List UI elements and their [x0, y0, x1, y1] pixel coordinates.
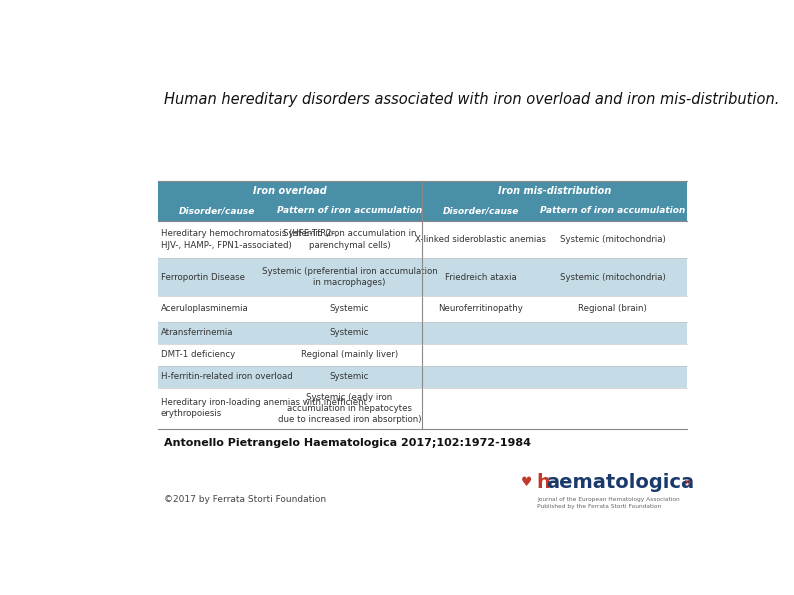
Text: Hereditary hemochromatosis (HFE-TfR2-,
HJV-, HAMP-, FPN1-associated): Hereditary hemochromatosis (HFE-TfR2-, H… — [160, 230, 337, 249]
Text: Regional (brain): Regional (brain) — [579, 304, 647, 313]
Text: Human hereditary disorders associated with iron overload and iron mis-distributi: Human hereditary disorders associated wi… — [164, 92, 779, 107]
Bar — [158, 365, 687, 387]
Text: Ferroportin Disease: Ferroportin Disease — [160, 273, 245, 281]
Text: Systemic (mitochondria): Systemic (mitochondria) — [560, 235, 665, 244]
Text: Systemic (mitochondria): Systemic (mitochondria) — [560, 273, 665, 281]
Text: Friedreich ataxia: Friedreich ataxia — [445, 273, 516, 281]
Text: Regional (mainly liver): Regional (mainly liver) — [301, 350, 398, 359]
Text: Disorder/cause: Disorder/cause — [179, 206, 256, 215]
Text: Aceruloplasminemia: Aceruloplasminemia — [160, 304, 249, 313]
Bar — [158, 296, 687, 321]
Text: Disorder/cause: Disorder/cause — [442, 206, 518, 215]
Bar — [158, 258, 687, 296]
Text: aematologica: aematologica — [546, 473, 695, 492]
Text: Iron mis-distribution: Iron mis-distribution — [498, 186, 611, 196]
Text: Systemic: Systemic — [330, 372, 369, 381]
Text: Neuroferritinopathy: Neuroferritinopathy — [438, 304, 523, 313]
Bar — [158, 221, 687, 258]
Text: H-ferritin-related iron overload: H-ferritin-related iron overload — [160, 372, 292, 381]
Bar — [158, 321, 687, 343]
Text: Systemic (early iron
accumulation in hepatocytes
due to increased iron absorptio: Systemic (early iron accumulation in hep… — [278, 393, 422, 424]
Text: ♥: ♥ — [521, 476, 532, 489]
Text: ©2017 by Ferrata Storti Foundation: ©2017 by Ferrata Storti Foundation — [164, 496, 326, 505]
Text: Antonello Pietrangelo Haematologica 2017;102:1972-1984: Antonello Pietrangelo Haematologica 2017… — [164, 438, 531, 448]
Text: Systemic: Systemic — [330, 304, 369, 313]
Text: DMT-1 deficiency: DMT-1 deficiency — [160, 350, 235, 359]
Text: Pattern of iron accumulation: Pattern of iron accumulation — [277, 206, 422, 215]
Text: Journal of the European Hematology Association
Published by the Ferrata Storti F: Journal of the European Hematology Assoc… — [537, 497, 680, 509]
Text: »: » — [676, 476, 692, 489]
Text: Hereditary iron-loading anemias with inefficient
erythropoiesis: Hereditary iron-loading anemias with ine… — [160, 398, 367, 418]
Text: Systemic (preferential iron accumulation
in macrophages): Systemic (preferential iron accumulation… — [262, 267, 437, 287]
Text: Systemic (iron accumulation in
parenchymal cells): Systemic (iron accumulation in parenchym… — [283, 230, 416, 249]
Text: Pattern of iron accumulation: Pattern of iron accumulation — [540, 206, 685, 215]
Bar — [158, 181, 687, 221]
Text: Systemic: Systemic — [330, 328, 369, 337]
Text: Iron overload: Iron overload — [253, 186, 327, 196]
Text: X-linked sideroblastic anemias: X-linked sideroblastic anemias — [415, 235, 546, 244]
Text: h: h — [537, 473, 550, 492]
Bar — [158, 387, 687, 429]
Bar — [158, 343, 687, 365]
Text: Atransferrinemia: Atransferrinemia — [160, 328, 233, 337]
